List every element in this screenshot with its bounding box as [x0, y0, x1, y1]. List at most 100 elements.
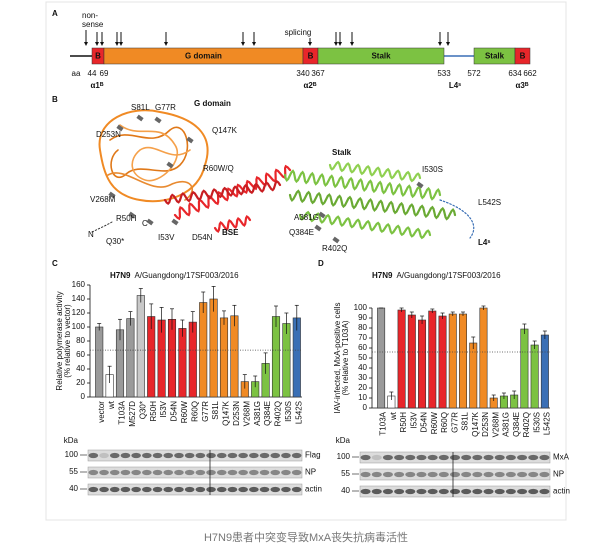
domain-label: B — [308, 52, 314, 61]
bar — [282, 323, 291, 398]
blot-band — [206, 469, 216, 476]
caption: H7N9患者中突变导致MxA丧失抗病毒活性 — [204, 530, 408, 544]
blot-band — [99, 452, 109, 459]
y-tick-label: 10 — [358, 393, 367, 402]
blot-band — [394, 471, 405, 478]
residue-position: 69 — [100, 69, 109, 78]
blot-band — [174, 486, 184, 493]
y-tick-label: 0 — [363, 403, 368, 412]
blot-band — [494, 471, 505, 478]
mutation-site — [332, 236, 340, 244]
blot-band — [416, 471, 427, 478]
x-tick-label: D253N — [481, 412, 490, 437]
l4-loop — [439, 199, 475, 239]
blot-band — [99, 469, 109, 476]
bar — [126, 318, 135, 398]
structure-label: C — [142, 219, 148, 228]
blot-band — [270, 486, 281, 493]
blot-band — [238, 452, 248, 459]
blot-band — [281, 469, 291, 476]
blot-strip — [87, 466, 303, 479]
blot-band — [528, 454, 539, 461]
blot-band — [120, 486, 131, 493]
figure-frame — [45, 1, 567, 521]
x-tick-label: A381G — [253, 401, 262, 426]
blot-band — [416, 454, 427, 461]
blot-band — [371, 454, 382, 461]
blot-band — [505, 454, 516, 461]
arrow-head — [100, 42, 104, 46]
y-axis-label: Relative polymerase activity — [55, 291, 64, 390]
y-tick-label: 60 — [76, 350, 85, 359]
x-tick-label: wt — [389, 411, 398, 421]
bar — [479, 307, 488, 409]
domain-label: B — [95, 52, 101, 61]
blot-band — [131, 452, 141, 459]
band-label: NP — [305, 468, 316, 477]
mutation-site — [171, 218, 179, 226]
x-tick-label: I530S — [532, 412, 541, 433]
x-tick-label: I53V — [409, 411, 418, 428]
arrow-head — [338, 42, 342, 46]
element-label: α2ᴮ — [304, 81, 317, 90]
y-axis-label: IAV-infected, MxA-positive cells — [333, 302, 342, 413]
residue-position: 572 — [467, 69, 481, 78]
x-tick-label: R402Q — [274, 401, 283, 426]
blot-band — [216, 469, 227, 476]
blot-band — [438, 454, 449, 461]
bar — [271, 316, 281, 398]
y-tick-label: 0 — [81, 392, 86, 401]
kda-label: 55 — [69, 467, 78, 476]
bar — [540, 334, 549, 409]
arrow-head — [84, 42, 88, 46]
x-tick-label: D54N — [170, 401, 179, 422]
blot-band — [505, 471, 516, 478]
structure-label: Q147K — [212, 126, 238, 135]
helix — [163, 179, 282, 206]
blot-band — [405, 488, 416, 495]
x-tick-label: D54N — [420, 412, 429, 433]
x-tick-label: R60Q — [190, 401, 199, 422]
y-tick-label: 100 — [72, 322, 86, 331]
mutation-site — [166, 161, 174, 169]
arrow-head — [438, 42, 442, 46]
blot-band — [517, 488, 528, 495]
blot-band — [394, 454, 405, 461]
element-label: L4ˢ — [449, 81, 461, 90]
blot-band — [360, 454, 371, 461]
blot-band — [195, 469, 206, 476]
blot-band — [483, 488, 494, 495]
arrow-head — [95, 42, 99, 46]
bar — [178, 328, 187, 398]
x-tick-label: T103A — [379, 411, 388, 435]
blot-band — [505, 488, 516, 495]
blot-band — [270, 452, 281, 459]
mutation-site — [314, 224, 322, 232]
blot-band — [494, 488, 505, 495]
kda-label: 55 — [341, 469, 350, 478]
blot-band — [142, 452, 152, 459]
bar — [397, 309, 406, 409]
blot-band — [184, 452, 195, 459]
band-label: actin — [305, 485, 322, 494]
y-tick-label: 70 — [358, 333, 367, 342]
blot-band — [449, 471, 461, 478]
blot-band — [249, 486, 259, 493]
blot-band — [438, 488, 449, 495]
structure-label: BSE — [222, 228, 239, 237]
x-tick-label: R60Q — [440, 412, 449, 433]
blot-band — [517, 471, 528, 478]
blot-band — [238, 486, 248, 493]
chart-title-strain: H7N9 — [372, 271, 393, 280]
x-tick-label: vector — [97, 401, 106, 423]
y-tick-label: 60 — [358, 343, 367, 352]
g-domain-fold — [109, 126, 189, 179]
blot-strip — [87, 449, 303, 462]
arrow-head — [241, 42, 245, 46]
blot-band — [291, 486, 302, 493]
bar — [448, 313, 457, 409]
blot-band — [88, 469, 99, 476]
arrow-head — [119, 42, 123, 46]
blot-band — [472, 454, 483, 461]
